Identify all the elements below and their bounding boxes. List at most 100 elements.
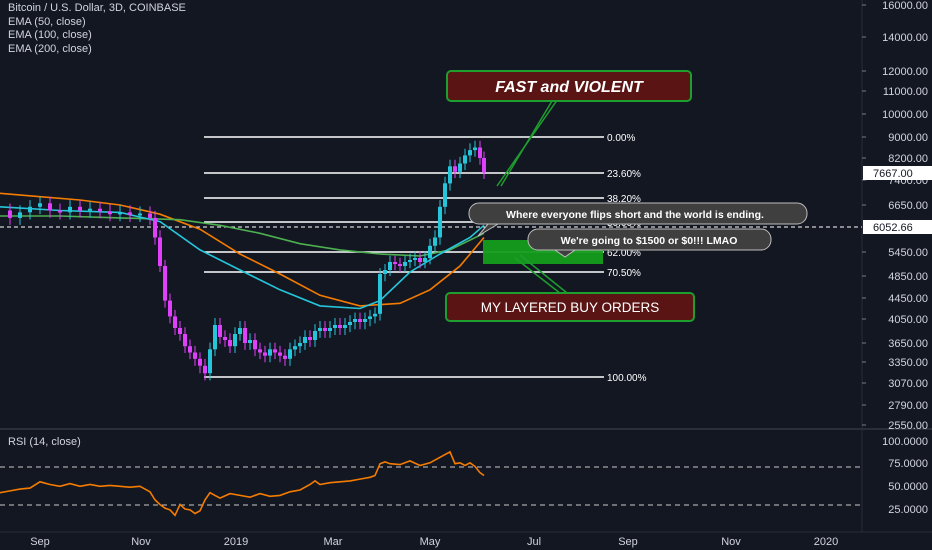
ema100-legend[interactable]: EMA (100, close) (8, 29, 92, 41)
fast-violent-callout[interactable]: FAST and VIOLENT (446, 70, 692, 102)
candle-body (88, 208, 92, 211)
price-tick-label: 2550.00 (888, 420, 928, 432)
price-tick-label: 4850.00 (888, 271, 928, 283)
candle-body (38, 203, 42, 207)
candle-body (298, 343, 302, 347)
rsi-path (0, 450, 485, 517)
candle-body (303, 337, 307, 343)
fib-label: 70.50% (607, 268, 641, 279)
candle-body (183, 334, 187, 347)
candle-body (118, 212, 122, 215)
rsi-pane[interactable] (0, 431, 862, 532)
candle-body (393, 262, 397, 264)
candle-body (388, 262, 392, 270)
price-axis[interactable]: 16000.00 14000.00 12000.00 11000.00 10000.00… (862, 0, 928, 432)
candles (8, 140, 486, 381)
candle-body (78, 206, 82, 211)
candle-body (443, 183, 447, 207)
rsi-tick-label: 25.0000 (888, 504, 928, 516)
ema50-line (0, 206, 485, 310)
rsi-legend[interactable]: RSI (14, close) (8, 436, 81, 448)
time-axis-label: 2020 (814, 536, 838, 548)
candle-body (153, 217, 157, 238)
candle-body (243, 328, 247, 343)
price-tick-label: 6650.00 (888, 200, 928, 212)
candle-body (428, 245, 432, 258)
fib-label: 0.00% (607, 133, 635, 144)
price-tick-label: 8200.00 (888, 153, 928, 165)
time-axis-label: Nov (721, 536, 741, 548)
ema200-legend[interactable]: EMA (200, close) (8, 42, 92, 55)
current-price-label: 7667.00 (863, 166, 932, 180)
rsi-tick-label: 75.0000 (888, 458, 928, 470)
time-axis-label: Jul (527, 536, 541, 548)
candle-body (343, 325, 347, 328)
flips-short-callout[interactable]: Where everyone flips short and the world… (468, 202, 808, 237)
candle-body (148, 213, 152, 218)
candle-body (363, 319, 367, 322)
candle-body (293, 346, 297, 350)
candle-body (313, 331, 317, 340)
candle-body (318, 328, 322, 331)
candle-body (482, 158, 486, 173)
rsi-axis[interactable]: 100.0000 75.0000 50.0000 25.0000 (882, 436, 928, 516)
flips-short-text: Where everyone flips short and the world… (506, 209, 764, 221)
candle-body (158, 237, 162, 266)
crosshair-price-label: 6052.66 (863, 220, 932, 234)
going-to-text: We're going to $1500 or $0!!! LMAO (561, 235, 738, 247)
candle-body (438, 206, 442, 238)
price-tick-label: 11000.00 (883, 86, 928, 98)
chart-legend: Bitcoin / U.S. Dollar, 3D, COINBASE EMA … (8, 2, 186, 56)
candle-body (213, 325, 217, 350)
candle-body (288, 349, 292, 359)
price-tick-label: 14000.00 (882, 32, 928, 44)
current-price-text: 7667.00 (873, 168, 913, 180)
candle-body (328, 328, 332, 331)
candle-body (463, 155, 467, 164)
rsi-tick-label: 100.0000 (882, 436, 928, 448)
fib-label: 100.00% (607, 373, 647, 384)
price-tick-label: 16000.00 (882, 0, 928, 12)
candle-body (163, 266, 167, 301)
candle-body (478, 147, 482, 158)
candle-body (358, 319, 362, 322)
candle-body (258, 349, 262, 353)
candle-body (453, 166, 457, 172)
candle-body (283, 355, 287, 359)
candle-body (203, 365, 207, 374)
time-axis-label: Sep (30, 536, 50, 548)
fib-label: 38.20% (607, 194, 641, 205)
candle-body (28, 206, 32, 213)
symbol-title[interactable]: Bitcoin / U.S. Dollar, 3D, COINBASE (8, 2, 186, 14)
callout-arrows (496, 95, 573, 298)
price-tick-label: 4050.00 (888, 314, 928, 326)
candle-body (138, 213, 142, 216)
candle-body (68, 206, 72, 213)
time-axis[interactable]: Sep Nov 2019 Mar May Jul Sep Nov 2020 (30, 536, 838, 548)
candle-body (398, 264, 402, 266)
candle-body (418, 258, 422, 262)
candle-body (48, 203, 52, 211)
fib-label: 23.60% (607, 169, 641, 180)
candle-body (268, 349, 272, 356)
candle-body (273, 349, 277, 353)
candle-body (383, 270, 387, 274)
price-tick-label: 12000.00 (882, 66, 928, 78)
candle-body (223, 337, 227, 340)
price-tick-label: 2790.00 (888, 400, 928, 412)
price-tick-label: 5450.00 (888, 247, 928, 259)
candle-body (423, 258, 427, 262)
buy-orders-callout[interactable]: MY LAYERED BUY ORDERS (445, 292, 695, 322)
candle-body (353, 319, 357, 322)
candle-body (208, 349, 212, 374)
candle-body (468, 150, 472, 156)
candle-body (408, 260, 412, 262)
candle-body (448, 166, 452, 184)
candle-body (368, 316, 372, 319)
time-axis-label: May (420, 536, 441, 548)
candle-body (373, 313, 377, 317)
ema50-legend[interactable]: EMA (50, close) (8, 15, 86, 28)
going-to-callout[interactable]: We're going to $1500 or $0!!! LMAO (527, 228, 772, 258)
candle-body (403, 262, 407, 266)
